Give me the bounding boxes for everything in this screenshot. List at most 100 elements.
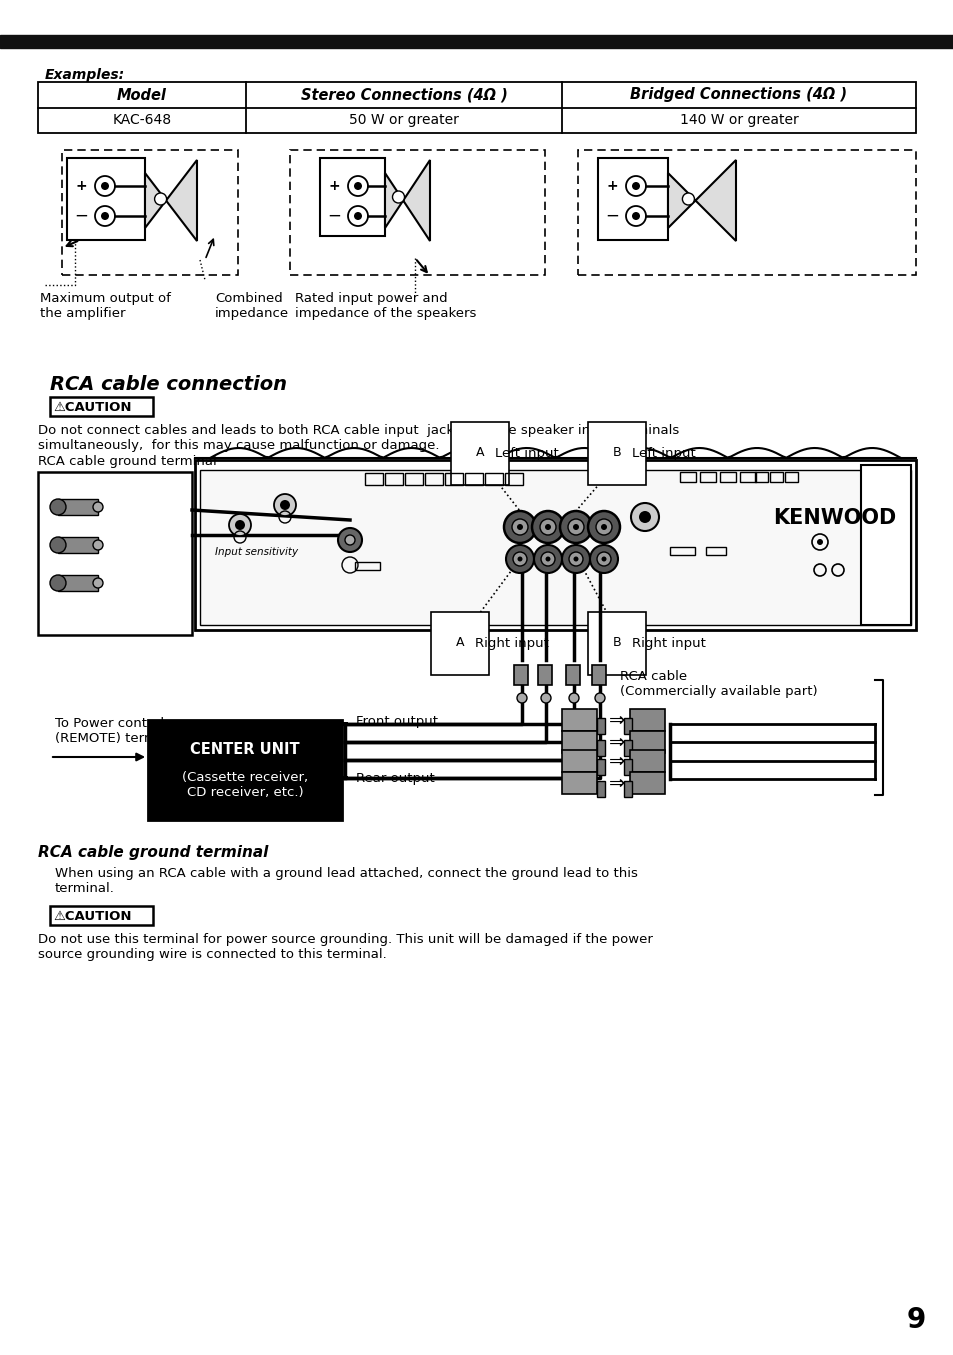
Bar	[50, 906, 152, 925]
Bar	[58, 537, 98, 553]
Bar	[0, 35, 953, 47]
Circle shape	[589, 545, 618, 573]
Bar	[38, 472, 192, 635]
Circle shape	[513, 551, 526, 566]
Bar	[705, 547, 725, 556]
Text: 9: 9	[905, 1306, 924, 1335]
Circle shape	[630, 503, 659, 531]
Circle shape	[92, 579, 103, 588]
Text: Left input: Left input	[631, 447, 695, 459]
Circle shape	[337, 528, 361, 551]
Circle shape	[600, 524, 606, 530]
Bar	[50, 397, 152, 416]
Text: B: B	[612, 447, 620, 459]
Bar	[597, 740, 604, 756]
Circle shape	[517, 692, 526, 703]
Circle shape	[539, 519, 556, 535]
Circle shape	[345, 535, 355, 545]
Text: +: +	[605, 179, 618, 192]
Bar	[561, 772, 597, 794]
Text: ⚠CAUTION: ⚠CAUTION	[53, 401, 132, 413]
Bar	[148, 720, 341, 820]
Bar	[629, 709, 664, 730]
Text: Right input: Right input	[631, 637, 705, 649]
Circle shape	[540, 692, 551, 703]
Bar	[200, 470, 910, 625]
Circle shape	[631, 211, 639, 220]
Circle shape	[517, 557, 522, 561]
Bar	[669, 547, 695, 556]
Circle shape	[274, 495, 295, 516]
Circle shape	[354, 182, 361, 190]
Bar	[623, 780, 631, 797]
Bar	[514, 665, 527, 686]
Text: Examples:: Examples:	[45, 68, 125, 83]
Bar	[194, 459, 915, 630]
Text: Model: Model	[117, 88, 167, 103]
Bar	[58, 575, 98, 591]
Bar	[537, 665, 552, 686]
Circle shape	[154, 192, 167, 205]
Circle shape	[354, 211, 361, 220]
Circle shape	[534, 545, 561, 573]
Circle shape	[559, 511, 592, 543]
Bar	[629, 772, 664, 794]
Circle shape	[631, 182, 639, 190]
Text: ⇒: ⇒	[608, 710, 624, 729]
Bar	[561, 730, 597, 753]
Bar	[623, 759, 631, 775]
Circle shape	[587, 511, 619, 543]
Bar	[700, 472, 716, 482]
Circle shape	[540, 551, 555, 566]
Text: +: +	[75, 179, 87, 192]
Bar	[424, 473, 442, 485]
Circle shape	[681, 192, 694, 205]
Circle shape	[505, 545, 534, 573]
Circle shape	[92, 501, 103, 512]
Text: ⇒: ⇒	[608, 752, 624, 771]
Bar	[592, 665, 605, 686]
Text: When using an RCA cable with a ground lead attached, connect the ground lead to : When using an RCA cable with a ground le…	[55, 867, 638, 896]
Text: Rear output: Rear output	[355, 772, 435, 785]
Bar	[67, 159, 145, 240]
Circle shape	[234, 520, 245, 530]
Circle shape	[92, 541, 103, 550]
Bar	[341, 722, 348, 726]
Bar	[769, 472, 782, 482]
Bar	[464, 473, 482, 485]
Text: Left input: Left input	[495, 447, 558, 459]
Bar	[38, 83, 915, 133]
Circle shape	[568, 551, 582, 566]
Circle shape	[545, 557, 550, 561]
Text: A: A	[456, 637, 464, 649]
Text: KAC-648: KAC-648	[112, 112, 172, 127]
Bar	[355, 562, 379, 570]
Circle shape	[229, 514, 251, 537]
Text: Bridged Connections (4Ω ): Bridged Connections (4Ω )	[630, 88, 846, 103]
Circle shape	[816, 539, 822, 545]
Bar	[504, 473, 522, 485]
Bar	[597, 718, 604, 734]
Bar	[720, 472, 735, 482]
Text: B: B	[612, 637, 620, 649]
Circle shape	[567, 519, 583, 535]
Circle shape	[50, 537, 66, 553]
Polygon shape	[667, 160, 735, 241]
Text: Do not connect cables and leads to both RCA cable input  jacks and the speaker i: Do not connect cables and leads to both …	[38, 424, 679, 453]
Bar	[629, 730, 664, 753]
Text: −: −	[327, 207, 340, 225]
Bar	[784, 472, 797, 482]
Text: (Cassette receiver,
CD receiver, etc.): (Cassette receiver, CD receiver, etc.)	[182, 771, 308, 799]
Circle shape	[517, 524, 522, 530]
Bar	[341, 776, 348, 780]
Text: A: A	[476, 447, 484, 459]
Text: −: −	[74, 207, 88, 225]
Text: RCA cable connection: RCA cable connection	[50, 375, 287, 394]
Bar	[623, 718, 631, 734]
Text: ⇒: ⇒	[608, 733, 624, 752]
Circle shape	[573, 557, 578, 561]
Circle shape	[568, 692, 578, 703]
Circle shape	[532, 511, 563, 543]
Circle shape	[50, 575, 66, 591]
Polygon shape	[385, 160, 430, 241]
